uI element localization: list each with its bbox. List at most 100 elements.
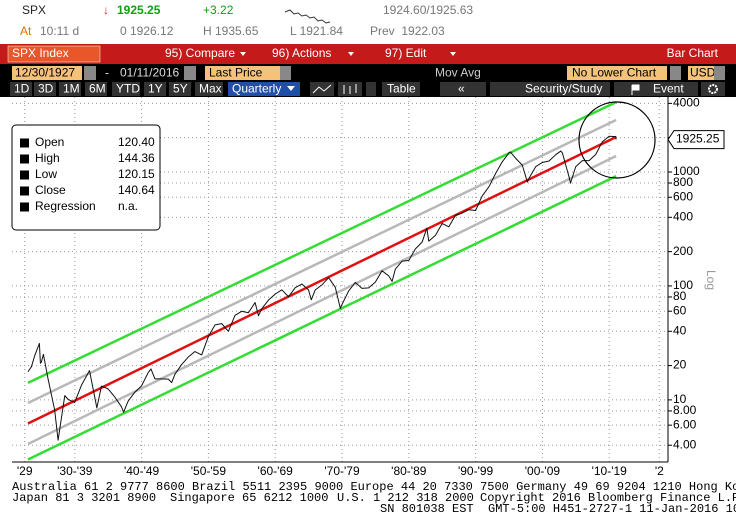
- range-button[interactable]: [195, 82, 223, 96]
- range-button[interactable]: [10, 82, 32, 96]
- change: +3.22: [203, 3, 234, 17]
- currency-box[interactable]: [688, 66, 714, 80]
- highlight-circle: [578, 101, 656, 179]
- last-price-tag: [667, 130, 725, 150]
- y-tick-label: 1000: [673, 164, 700, 178]
- security-study: Security/Study: [525, 82, 602, 96]
- view-title: Bar Chart: [667, 46, 719, 60]
- x-tick-label: '29: [17, 464, 33, 478]
- x-tick-label: '00-'09: [525, 464, 561, 478]
- lower-box[interactable]: [567, 66, 667, 80]
- calendar-icon[interactable]: [84, 66, 96, 80]
- y-tick-label: 6.00: [673, 417, 697, 431]
- y-tick-label: 8.00: [673, 403, 697, 417]
- range-button[interactable]: [34, 82, 56, 96]
- series-line: [27, 135, 617, 425]
- settings-button[interactable]: [701, 82, 725, 96]
- security: SPX Index: [12, 46, 69, 60]
- time: 10:11 d: [40, 24, 79, 38]
- y-tick-label: 10: [673, 392, 687, 406]
- info-marker: [20, 170, 29, 180]
- date-dash: -: [105, 66, 109, 80]
- info-marker: [20, 186, 29, 196]
- currency: USD: [690, 66, 716, 80]
- actions-menu[interactable]: 96) Actions: [272, 46, 331, 60]
- series-line: [27, 135, 617, 441]
- period-box[interactable]: [228, 82, 300, 96]
- x-tick-label: '2: [655, 464, 664, 478]
- edit-menu[interactable]: 97) Edit: [385, 46, 427, 60]
- footer: Australia 61 2 9777 8600 Brazil 5511 239…: [12, 480, 736, 516]
- menu-bar: [0, 44, 736, 64]
- end-date[interactable]: 01/11/2016: [120, 66, 179, 80]
- table-button[interactable]: [382, 82, 420, 96]
- footer-line: Australia 61 2 9777 8600 Brazil 5511 239…: [12, 480, 736, 494]
- info-value: 144.36: [118, 151, 155, 165]
- range-label: 6M: [89, 82, 106, 96]
- x-tick-label: '90-'99: [458, 464, 494, 478]
- flag-icon: [631, 84, 640, 95]
- footer-line: Copyright 2016 Bloomberg Finance L.P.: [480, 491, 736, 505]
- info-value: 120.15: [118, 167, 155, 181]
- info-value: 140.64: [118, 183, 155, 197]
- series-line: [27, 174, 617, 461]
- start-date-box[interactable]: [12, 66, 82, 80]
- range-button[interactable]: [112, 82, 140, 96]
- open-quote: 0 1926.12: [120, 24, 174, 38]
- period-arrow: [287, 86, 295, 91]
- study[interactable]: Mov Avg: [435, 66, 481, 80]
- prev-quote: Prev 1922.03: [370, 24, 445, 38]
- range-button[interactable]: [59, 82, 81, 96]
- series-line: [27, 154, 617, 446]
- direction: ↓: [103, 3, 109, 17]
- info-marker: [20, 202, 29, 212]
- field-dropdown[interactable]: [280, 66, 291, 80]
- range-buttons: 1D 3D 1M 6M YTD 1Y 5Y Max: [10, 82, 223, 96]
- tool-dropdown[interactable]: [366, 82, 376, 96]
- series-line: [27, 101, 617, 385]
- lower-dropdown[interactable]: [670, 66, 681, 80]
- ticker: SPX: [22, 3, 46, 17]
- back-button[interactable]: [440, 82, 486, 96]
- back-label: «: [458, 82, 465, 96]
- range-button[interactable]: [144, 82, 166, 96]
- range-label: Max: [199, 82, 222, 96]
- compare-menu[interactable]: 95) Compare: [165, 46, 235, 60]
- info-label: High: [35, 151, 60, 165]
- period: Quarterly: [232, 82, 281, 96]
- study-button[interactable]: [490, 82, 610, 96]
- x-tick-label: '10-'19: [592, 464, 628, 478]
- info-label: Regression: [35, 199, 96, 213]
- info-box: Open 120.40 High 144.36 Low 120.15 Close 140.64…: [11, 124, 161, 231]
- bar-icon: [343, 84, 357, 94]
- range-button[interactable]: [169, 82, 191, 96]
- info-value: n.a.: [118, 199, 138, 213]
- lower-chart: No Lower Chart: [572, 66, 657, 80]
- footer-line: Japan 81 3 3201 8900: [12, 491, 156, 505]
- series-line: [27, 118, 617, 405]
- range-button[interactable]: [85, 82, 107, 96]
- y-tick-label: 800: [673, 175, 693, 189]
- x-tick-label: '80-'89: [391, 464, 427, 478]
- range-label: 1Y: [148, 82, 163, 96]
- calendar-icon[interactable]: [184, 66, 196, 80]
- event: Event: [653, 82, 684, 96]
- x-tick-label: '40-'49: [124, 464, 160, 478]
- gear-icon: [708, 84, 718, 94]
- range-label: 1D: [14, 82, 30, 96]
- y-tick-label: 400: [673, 209, 693, 223]
- security-box[interactable]: [7, 45, 101, 63]
- header-bg: [0, 0, 736, 44]
- price: 1925.25: [117, 3, 161, 17]
- x-tick-label: '70-'79: [324, 464, 360, 478]
- last-price: 1925.25: [676, 132, 720, 146]
- y-tick-label: 80: [673, 289, 687, 303]
- table-label: Table: [387, 82, 416, 96]
- start-date: 12/30/1927: [15, 66, 75, 80]
- currency-dropdown[interactable]: [714, 66, 725, 80]
- range-label: 5Y: [173, 82, 188, 96]
- field-box[interactable]: [205, 66, 291, 80]
- range-label: YTD: [116, 82, 140, 96]
